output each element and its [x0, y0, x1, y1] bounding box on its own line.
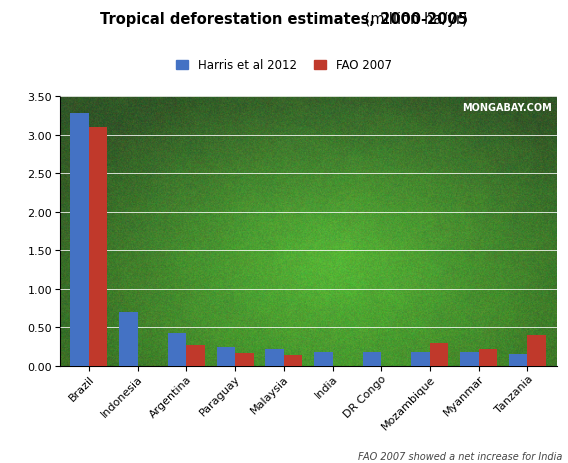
Legend: Harris et al 2012, FAO 2007: Harris et al 2012, FAO 2007 — [172, 55, 396, 77]
Bar — [284, 355, 302, 366]
Bar — [119, 312, 137, 366]
Bar — [89, 128, 107, 366]
Bar — [528, 335, 546, 366]
Bar — [509, 354, 528, 366]
Bar — [235, 353, 253, 366]
Text: Tropical deforestation estimates, 2000-2005: Tropical deforestation estimates, 2000-2… — [100, 12, 468, 26]
Bar — [411, 352, 430, 366]
Bar — [265, 349, 284, 366]
Text: FAO 2007 showed a net increase for India: FAO 2007 showed a net increase for India — [358, 450, 562, 461]
Text: MONGABAY.COM: MONGABAY.COM — [462, 103, 552, 113]
Bar — [216, 347, 235, 366]
Bar — [186, 345, 205, 366]
Bar — [168, 333, 186, 366]
Bar — [460, 353, 479, 366]
Bar — [363, 352, 381, 366]
Bar — [430, 344, 449, 366]
Text: (million ha/yr): (million ha/yr) — [101, 12, 467, 26]
Bar — [314, 352, 332, 366]
Bar — [70, 114, 89, 366]
Bar — [479, 350, 497, 366]
